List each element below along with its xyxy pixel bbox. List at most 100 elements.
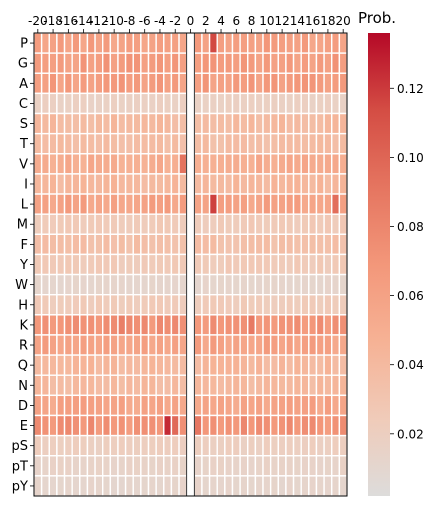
heatmap-cell <box>79 293 89 316</box>
heatmap-cell <box>163 434 173 457</box>
heatmap-cell <box>216 72 226 95</box>
heatmap-cell <box>331 72 341 95</box>
heatmap-cell <box>216 153 226 175</box>
heatmap-cell <box>239 92 249 115</box>
heatmap-cell <box>239 434 249 457</box>
heatmap-cell <box>140 213 150 236</box>
heatmap-cell <box>117 455 127 477</box>
heatmap-cell <box>86 52 96 74</box>
heatmap-cell <box>254 72 264 95</box>
heatmap-cell <box>79 173 89 195</box>
heatmap-cell <box>124 273 134 296</box>
heatmap-cell <box>94 132 104 155</box>
heatmap-cell <box>124 32 134 54</box>
heatmap-cell <box>193 233 203 256</box>
heatmap-cell <box>185 92 196 115</box>
heatmap-cell <box>170 132 180 155</box>
heatmap-cell <box>247 293 257 316</box>
heatmap-cell <box>201 434 211 457</box>
heatmap-cell <box>254 455 264 477</box>
heatmap-cell <box>48 414 58 437</box>
heatmap-cell <box>132 112 142 135</box>
heatmap-cell <box>56 193 66 215</box>
heatmap-cell <box>262 314 272 336</box>
heatmap-cell <box>155 475 165 497</box>
heatmap-cell <box>170 233 180 256</box>
heatmap-cell <box>94 233 104 256</box>
heatmap-cell <box>193 414 203 437</box>
heatmap-cell <box>124 233 134 256</box>
heatmap-cell <box>254 414 264 437</box>
heatmap-cell <box>102 253 112 276</box>
heatmap-cell <box>33 52 43 74</box>
heatmap-cell <box>208 475 218 497</box>
heatmap-cell <box>239 213 249 236</box>
heatmap-cell <box>185 173 196 195</box>
heatmap-cell <box>262 173 272 195</box>
heatmap-cell <box>140 132 150 155</box>
heatmap-cell <box>86 354 96 376</box>
heatmap-cell <box>71 193 81 215</box>
heatmap-cell <box>231 253 241 276</box>
heatmap-cell <box>124 92 134 115</box>
heatmap-cell <box>323 92 333 115</box>
heatmap-cell <box>224 132 234 155</box>
heatmap-cell <box>201 414 211 437</box>
heatmap-cell <box>208 193 218 215</box>
x-tick-label: 20 <box>336 14 351 28</box>
heatmap-cell <box>140 153 150 175</box>
heatmap-cell <box>124 132 134 155</box>
heatmap-cell <box>185 32 196 54</box>
heatmap-cell <box>102 92 112 115</box>
heatmap-cell <box>33 32 43 54</box>
heatmap-cell <box>185 334 196 356</box>
heatmap-cell <box>140 314 150 336</box>
heatmap-cell <box>86 434 96 457</box>
heatmap-cell <box>323 273 333 296</box>
heatmap-cell <box>193 455 203 477</box>
heatmap-cell <box>56 112 66 135</box>
heatmap-cell <box>224 455 234 477</box>
heatmap-cell <box>338 32 348 54</box>
heatmap-cell <box>102 273 112 296</box>
heatmap-cells <box>33 32 348 497</box>
heatmap-cell <box>86 233 96 256</box>
heatmap-cell <box>308 72 318 95</box>
heatmap-cell <box>224 434 234 457</box>
heatmap-cell <box>33 354 43 376</box>
heatmap-cell <box>277 213 287 236</box>
heatmap-cell <box>140 414 150 437</box>
heatmap-cell <box>308 32 318 54</box>
heatmap-cell <box>269 173 279 195</box>
heatmap-cell <box>48 314 58 336</box>
heatmap-cell <box>170 475 180 497</box>
heatmap-cell <box>308 112 318 135</box>
heatmap-cell <box>292 434 302 457</box>
heatmap-cell <box>124 213 134 236</box>
heatmap-cell <box>63 273 73 296</box>
heatmap-cell <box>178 314 188 336</box>
heatmap-cell <box>63 32 73 54</box>
heatmap-cell <box>239 233 249 256</box>
heatmap-cell <box>79 374 89 397</box>
heatmap-cell <box>338 455 348 477</box>
heatmap-cell <box>117 314 127 336</box>
heatmap-cell <box>308 173 318 195</box>
heatmap-cell <box>300 92 310 115</box>
heatmap-cell <box>300 72 310 95</box>
heatmap-cell <box>63 52 73 74</box>
heatmap-cell <box>48 173 58 195</box>
heatmap-cell <box>308 455 318 477</box>
heatmap-cell <box>140 52 150 74</box>
heatmap-cell <box>147 394 157 417</box>
heatmap-cell <box>132 132 142 155</box>
heatmap-cell <box>331 475 341 497</box>
heatmap-cell <box>254 475 264 497</box>
heatmap-cell <box>331 153 341 175</box>
heatmap-cell <box>285 213 295 236</box>
heatmap-cell <box>79 314 89 336</box>
heatmap-cell <box>216 52 226 74</box>
heatmap-cell <box>231 475 241 497</box>
heatmap-cell <box>277 455 287 477</box>
heatmap-cell <box>71 213 81 236</box>
